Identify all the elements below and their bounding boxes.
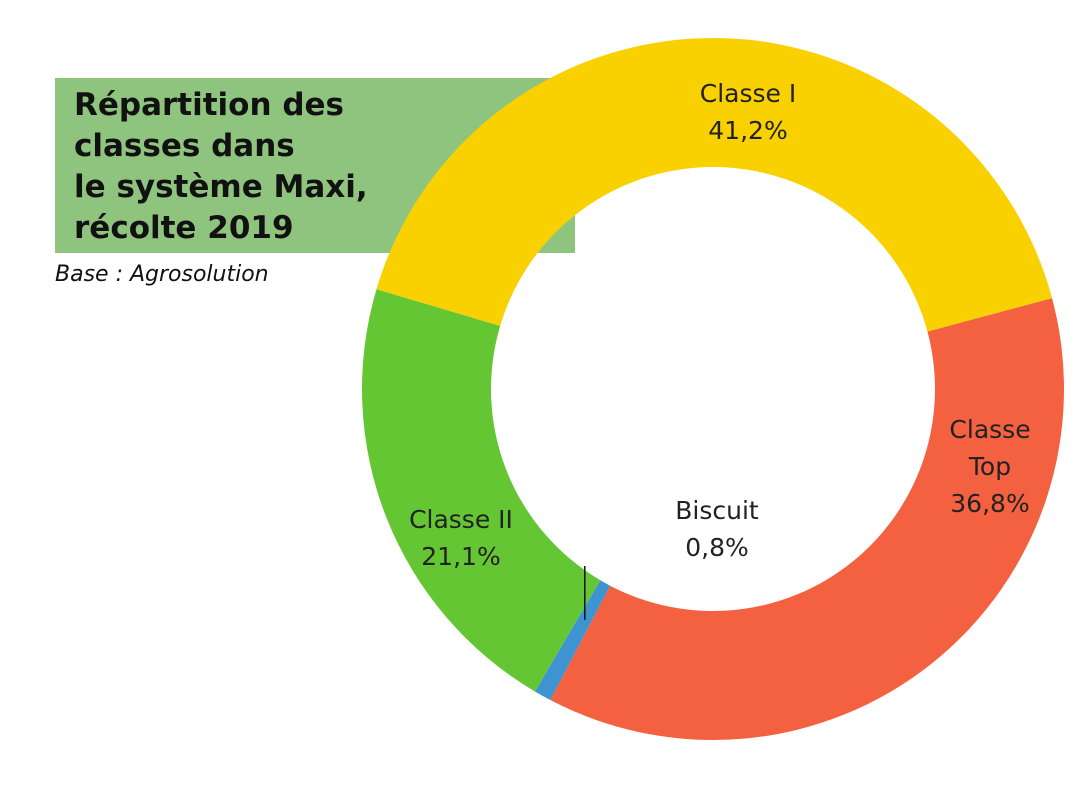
labels-group: Classe Top 36,8% Biscuit 0,8% Classe II 21,1% C… [409,79,1031,571]
label-biscuit: Biscuit 0,8% [675,496,759,562]
label-classe-ii: Classe II 21,1% [409,505,513,571]
slice-classe-top [550,298,1064,740]
chart-source: Base : Agrosolution [55,262,269,287]
slices-group [362,38,1064,740]
chart-title: Répartition des classes dans le système … [74,87,368,246]
label-classe-i: Classe I 41,2% [700,79,796,145]
slice-classe-i [376,38,1053,332]
label-classe-top: Classe Top 36,8% [949,415,1030,518]
slice-classe-ii [362,289,601,692]
slice-biscuit [534,580,611,701]
